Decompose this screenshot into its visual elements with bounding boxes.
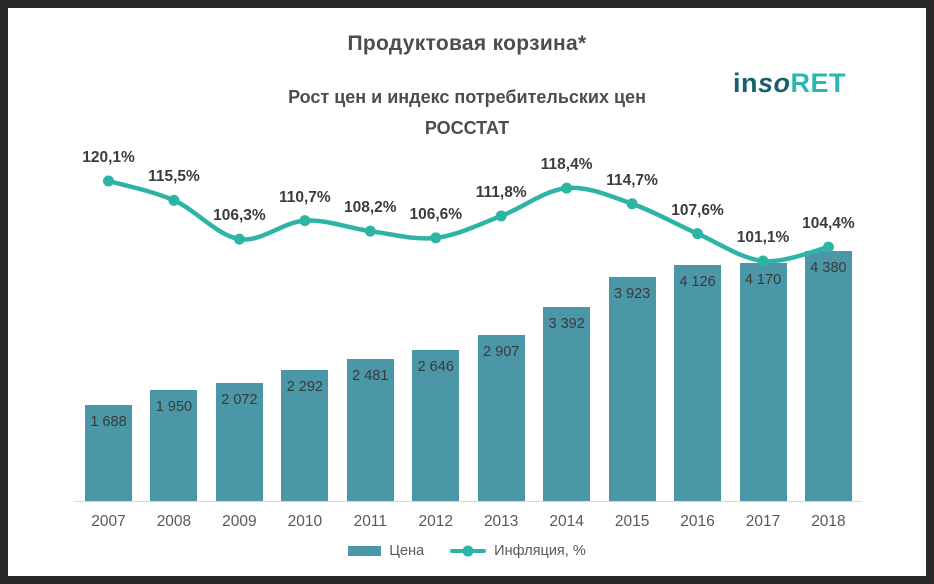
inflation-point-2015 <box>626 198 638 210</box>
x-axis-label-2008: 2008 <box>156 513 192 530</box>
x-axis-label-2017: 2017 <box>745 513 781 530</box>
inflation-value-label: 107,6% <box>671 201 724 219</box>
logo-part-in: in <box>732 68 758 98</box>
inflation-value-label: 111,8% <box>475 183 527 201</box>
logo-part-ret: RET <box>790 68 846 98</box>
x-axis-label-2009: 2009 <box>222 513 257 530</box>
bar-2017: 4 170 <box>739 262 787 501</box>
bar-value-label: 2 481 <box>352 368 389 385</box>
x-axis-label-2010: 2010 <box>287 513 323 530</box>
bar-2013: 2 907 <box>477 335 525 501</box>
x-axis-label-2012: 2012 <box>418 513 453 530</box>
x-axis-line <box>74 501 862 502</box>
legend-item-price: Цена <box>348 543 424 559</box>
bar-value-label: 1 950 <box>155 398 193 415</box>
x-axis-label-2015: 2015 <box>614 513 650 530</box>
inflation-point-2008 <box>168 194 180 206</box>
x-axis-label-2013: 2013 <box>483 513 519 530</box>
inflation-point-2012 <box>430 232 442 244</box>
inflation-value-label: 118,4% <box>540 156 593 174</box>
price-bar-swatch-icon <box>348 546 382 556</box>
bar-2007: 1 688 <box>85 404 132 501</box>
x-axis-label-2014: 2014 <box>549 513 584 530</box>
bar-value-label: 2 907 <box>483 344 520 361</box>
inflation-line-layer <box>103 175 834 267</box>
bar-value-label: 3 923 <box>613 286 651 303</box>
inflation-value-label: 104,4% <box>802 215 855 233</box>
bar-2008: 1 950 <box>150 389 198 501</box>
bar-2009: 2 072 <box>215 382 263 501</box>
inflation-line-swatch-icon <box>450 545 487 557</box>
insoret-logo: insoRET <box>733 68 846 99</box>
bar-2011: 2 481 <box>346 359 394 501</box>
inflation-point-2014 <box>561 182 573 194</box>
legend-item-inflation: Инфляция, % <box>450 543 586 559</box>
bar-2012: 2 646 <box>412 349 460 501</box>
inflation-point-2007 <box>103 175 114 187</box>
bar-value-label: 4 126 <box>679 274 716 291</box>
legend-inflation-label: Инфляция, % <box>494 543 586 559</box>
bar-value-label: 2 292 <box>286 379 323 396</box>
inflation-point-2009 <box>233 233 245 245</box>
inflation-point-2011 <box>364 225 376 237</box>
bar-value-label: 4 380 <box>810 260 847 276</box>
inflation-marker-icon <box>462 545 474 557</box>
chart-legend: Цена Инфляция, % <box>8 543 926 559</box>
inflation-value-label: 106,6% <box>409 205 463 223</box>
x-axis-label-2007: 2007 <box>91 513 126 530</box>
inflation-value-label: 108,2% <box>344 199 397 217</box>
x-axis-label-2018: 2018 <box>811 513 846 530</box>
inflation-value-label: 114,7% <box>606 171 658 189</box>
logo-part-so: so <box>757 68 791 98</box>
bar-2016: 4 126 <box>674 265 722 501</box>
inflation-line <box>106 178 831 264</box>
inflation-value-label: 106,3% <box>213 207 266 225</box>
inflation-value-label: 115,5% <box>148 168 200 186</box>
inflation-point-2018 <box>822 241 834 253</box>
subtitle-line2: РОССТАТ <box>424 118 510 138</box>
bar-2015: 3 923 <box>608 277 656 501</box>
x-axis-label-2011: 2011 <box>353 513 387 530</box>
bar-2010: 2 292 <box>281 370 329 501</box>
bar-value-label: 4 170 <box>744 271 782 288</box>
legend-price-label: Цена <box>389 543 425 559</box>
inflation-value-label: 101,1% <box>736 229 790 246</box>
page-title: Продуктовая корзина* <box>347 32 587 55</box>
x-axis-label-2016: 2016 <box>680 513 715 530</box>
inflation-point-2013 <box>495 210 507 222</box>
inflation-value-label: 110,7% <box>278 188 331 206</box>
inflation-point-2016 <box>692 228 704 240</box>
inflation-point-2010 <box>299 215 311 227</box>
page-subtitle: Рост цен и индекс потребительских цен РО… <box>8 82 926 144</box>
bar-value-label: 2 646 <box>417 358 454 375</box>
bar-value-label: 2 072 <box>221 391 258 408</box>
bar-2014: 3 392 <box>543 307 591 501</box>
bar-2018: 4 380 <box>804 251 852 501</box>
subtitle-line1: Рост цен и индекс потребительских цен <box>288 87 646 107</box>
bar-value-label: 3 392 <box>548 316 585 333</box>
combo-chart: 1 688 2007 120,1% 1 950 2008 115,5% 2 072 2009 1… <box>8 8 926 576</box>
inflation-value-label: 120,1% <box>82 149 135 166</box>
inflation-point-2017 <box>757 255 769 267</box>
bar-value-label: 1 688 <box>90 413 127 430</box>
chart-canvas: Продуктовая корзина* Рост цен и индекс п… <box>8 8 926 576</box>
